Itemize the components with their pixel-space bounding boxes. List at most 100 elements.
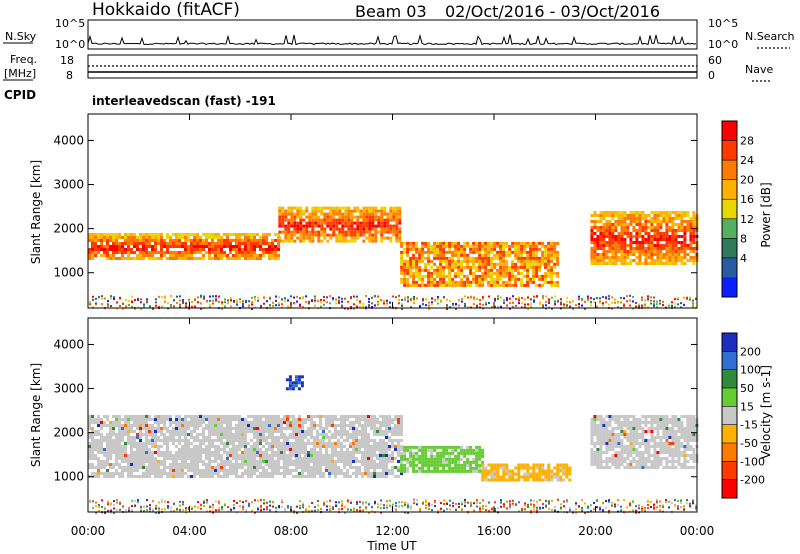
echo-cell <box>304 463 307 466</box>
echo-cell <box>353 239 357 243</box>
echo-cell <box>235 254 238 257</box>
echo-cell <box>100 239 103 242</box>
ground-scatter-cell <box>464 501 466 504</box>
echo-cell <box>517 250 521 254</box>
echo-cell <box>544 253 548 257</box>
ground-scatter-cell <box>221 307 223 310</box>
echo-cell <box>226 418 229 421</box>
ground-scatter-cell <box>311 501 313 504</box>
echo-cell <box>211 430 214 433</box>
ground-scatter-cell <box>158 507 160 510</box>
echo-cell <box>481 247 485 251</box>
echo-cell <box>608 250 612 253</box>
echo-cell <box>511 262 515 266</box>
ground-scatter-cell <box>497 297 499 300</box>
echo-cell <box>496 274 500 278</box>
echo-cell <box>229 251 232 254</box>
echo-cell <box>614 235 618 238</box>
echo-cell <box>460 259 464 263</box>
echo-cell <box>353 215 357 219</box>
echo-cell <box>250 430 253 433</box>
ground-scatter-cell <box>338 501 340 504</box>
echo-cell <box>502 271 506 275</box>
ground-scatter-cell <box>401 298 403 301</box>
echo-cell <box>668 253 672 256</box>
echo-cell <box>445 259 449 263</box>
ground-scatter-cell <box>512 305 514 308</box>
echo-cell <box>157 415 160 418</box>
echo-cell <box>277 457 280 460</box>
echo-cell <box>310 433 313 436</box>
echo-cell <box>301 448 304 451</box>
echo-cell <box>475 259 479 263</box>
echo-cell <box>223 469 226 472</box>
echo-cell <box>341 233 345 237</box>
echo-cell <box>328 445 331 448</box>
echo-cell <box>142 451 145 454</box>
echo-cell <box>133 245 136 248</box>
ground-scatter-cell <box>182 300 184 303</box>
echo-cell <box>208 424 211 427</box>
echo-cell <box>671 262 675 265</box>
echo-cell <box>256 445 259 448</box>
echo-cell <box>325 463 328 466</box>
echo-cell <box>172 457 175 460</box>
echo-cell <box>436 274 440 278</box>
echo-cell <box>469 280 473 284</box>
echo-cell <box>334 466 337 469</box>
echo-cell <box>451 256 455 260</box>
echo-cell <box>614 223 618 226</box>
ground-scatter-cell <box>209 306 211 309</box>
echo-cell <box>220 463 223 466</box>
echo-cell <box>332 212 336 216</box>
echo-cell <box>118 245 121 248</box>
echo-cell <box>127 242 130 245</box>
echo-cell <box>677 229 681 232</box>
echo-cell <box>451 268 455 272</box>
echo-cell <box>259 442 262 445</box>
echo-cell <box>169 454 172 457</box>
ground-scatter-cell <box>365 507 367 510</box>
echo-cell <box>208 257 211 260</box>
echo-cell <box>605 223 609 226</box>
echo-cell <box>493 241 497 245</box>
ground-scatter-cell <box>539 301 541 304</box>
echo-cell <box>331 421 334 424</box>
echo-cell <box>118 475 121 478</box>
echo-cell <box>481 256 485 260</box>
ground-scatter-cell <box>596 499 598 502</box>
echo-cell <box>427 247 431 251</box>
ground-scatter-cell <box>674 298 676 301</box>
echo-cell <box>460 265 464 269</box>
echo-cell <box>151 424 154 427</box>
echo-cell <box>355 457 358 460</box>
echo-cell <box>532 256 536 260</box>
echo-cell <box>97 457 100 460</box>
ground-scatter-cell <box>92 500 94 503</box>
echo-cell <box>334 448 337 451</box>
echo-cell <box>229 448 232 451</box>
echo-cell <box>100 254 103 257</box>
echo-cell <box>289 445 292 448</box>
echo-cell <box>271 424 274 427</box>
echo-cell <box>193 454 196 457</box>
ground-scatter-cell <box>620 505 622 508</box>
ground-scatter-cell <box>461 503 463 506</box>
echo-cell <box>100 445 103 448</box>
echo-cell <box>614 229 618 232</box>
echo-cell <box>626 214 630 217</box>
ground-scatter-cell <box>257 299 259 302</box>
echo-cell <box>91 427 94 430</box>
ground-scatter-cell <box>329 509 331 512</box>
echo-cell <box>338 236 342 240</box>
echo-cell <box>641 253 645 256</box>
echo-cell <box>632 211 636 214</box>
ground-scatter-cell <box>245 509 247 512</box>
echo-cell <box>683 226 687 229</box>
echo-cell <box>364 439 367 442</box>
echo-cell <box>361 430 364 433</box>
echo-cell <box>139 457 142 460</box>
echo-cell <box>322 439 325 442</box>
echo-cell <box>202 239 205 242</box>
echo-cell <box>409 283 413 287</box>
